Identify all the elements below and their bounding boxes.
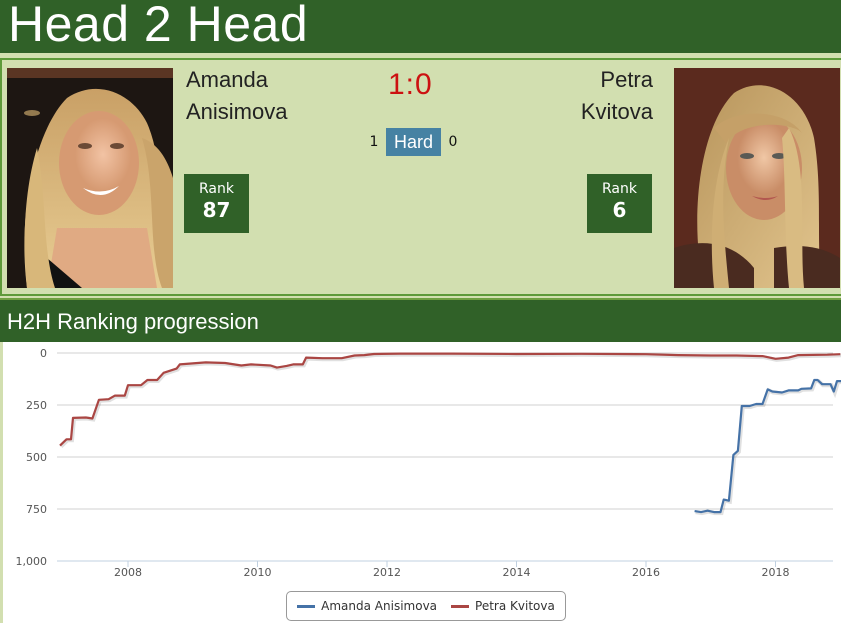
player1-last-name: Anisimova	[186, 99, 288, 124]
x-tick-label: 2016	[632, 566, 660, 579]
section-title: H2H Ranking progression	[7, 309, 259, 334]
player2-first-name: Petra	[600, 67, 653, 92]
player2-rank-value: 6	[612, 198, 627, 222]
rank-label: Rank	[602, 181, 637, 197]
legend-item-series-2[interactable]: Petra Kvitova	[451, 599, 555, 613]
page-title: Head 2 Head	[8, 0, 309, 52]
surface-record: 1 Hard 0	[362, 128, 465, 156]
player2-last-name: Kvitova	[580, 99, 653, 124]
x-tick-label: 2014	[503, 566, 531, 579]
player-photo-kvitova[interactable]	[674, 68, 840, 288]
player1-first-name: Amanda	[186, 67, 268, 92]
series-line-2[interactable]	[59, 352, 841, 447]
y-tick-label: 750	[26, 503, 47, 516]
x-tick-label: 2012	[373, 566, 401, 579]
player1-surface-wins: 1	[369, 134, 379, 150]
x-tick-label: 2008	[114, 566, 142, 579]
player2-rank-badge: Rank 6	[587, 174, 652, 233]
section-header: H2H Ranking progression	[0, 298, 841, 342]
legend-swatch-blue	[297, 604, 316, 608]
rank-label: Rank	[199, 181, 234, 197]
h2h-panel: Amanda Anisimova 1:0 1 Hard 0 Petra Kvit…	[0, 58, 841, 296]
x-tick-label: 2010	[244, 566, 272, 579]
h2h-score: 1:0	[388, 68, 433, 101]
y-tick-label: 250	[26, 399, 47, 412]
legend-item-series-1[interactable]: Amanda Anisimova	[297, 599, 437, 613]
player1-rank-value: 87	[202, 198, 231, 222]
legend-swatch-red	[451, 604, 470, 608]
y-tick-label: 0	[40, 347, 47, 360]
ranking-chart: 0 250 500 750 1,000 2008 2010 2012 2014 2016 2018 …	[0, 342, 841, 623]
player2-surface-wins: 0	[448, 134, 458, 150]
legend-label: Amanda Anisimova	[321, 599, 438, 613]
chart-legend: Amanda Anisimova Petra Kvitova	[286, 591, 566, 621]
x-tick-label: 2018	[762, 566, 790, 579]
player1-name[interactable]: Amanda Anisimova	[186, 64, 287, 128]
title-bar: Head 2 Head	[0, 0, 841, 53]
surface-badge: Hard	[386, 128, 442, 156]
divider	[0, 53, 841, 58]
y-tick-label: 500	[26, 451, 47, 464]
player1-rank-badge: Rank 87	[184, 174, 249, 233]
player2-name[interactable]: Petra Kvitova	[581, 64, 653, 128]
y-tick-label: 1,000	[16, 555, 48, 568]
legend-label: Petra Kvitova	[475, 599, 555, 613]
series-line-1[interactable]	[694, 372, 841, 514]
player-photo-anisimova[interactable]	[7, 68, 173, 288]
